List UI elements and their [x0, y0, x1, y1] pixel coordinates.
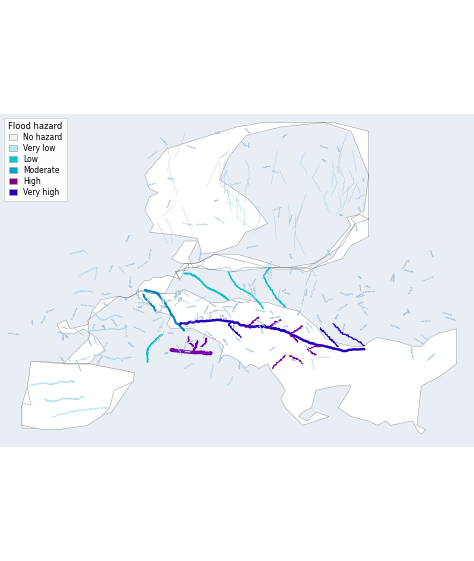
Polygon shape — [22, 122, 456, 434]
Legend: No hazard, Very low, Low, Moderate, High, Very high: No hazard, Very low, Low, Moderate, High… — [4, 118, 67, 201]
Polygon shape — [22, 361, 134, 430]
